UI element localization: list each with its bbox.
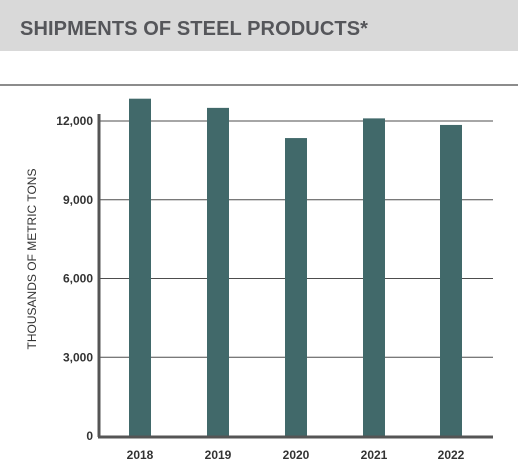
x-tick-label: 2018 [127, 448, 154, 462]
y-tick-label: 0 [86, 429, 93, 443]
x-tick-label: 2019 [205, 448, 232, 462]
bar [285, 138, 307, 436]
x-tick-label: 2022 [438, 448, 465, 462]
bar [440, 124, 462, 436]
bars [129, 98, 462, 436]
title-band: SHIPMENTS OF STEEL PRODUCTS* [0, 0, 518, 51]
bar [207, 107, 229, 436]
y-tick-label: 9,000 [63, 193, 93, 207]
axes [97, 114, 493, 439]
x-tick-label: 2020 [283, 448, 310, 462]
x-tick-label: 2021 [361, 448, 388, 462]
y-axis-label: THOUSANDS OF METRIC TONS [25, 169, 39, 350]
chart-title: SHIPMENTS OF STEEL PRODUCTS* [20, 18, 369, 40]
bar [129, 98, 151, 436]
tick-labels: 0 3,000 6,000 9,000 12,000 2018 2019 2020 2021 20… [56, 114, 464, 462]
separator-rule [0, 84, 518, 86]
y-tick-label: 6,000 [63, 272, 93, 286]
y-tick-label: 12,000 [56, 114, 93, 128]
bar [363, 118, 385, 436]
y-tick-label: 3,000 [63, 350, 93, 364]
